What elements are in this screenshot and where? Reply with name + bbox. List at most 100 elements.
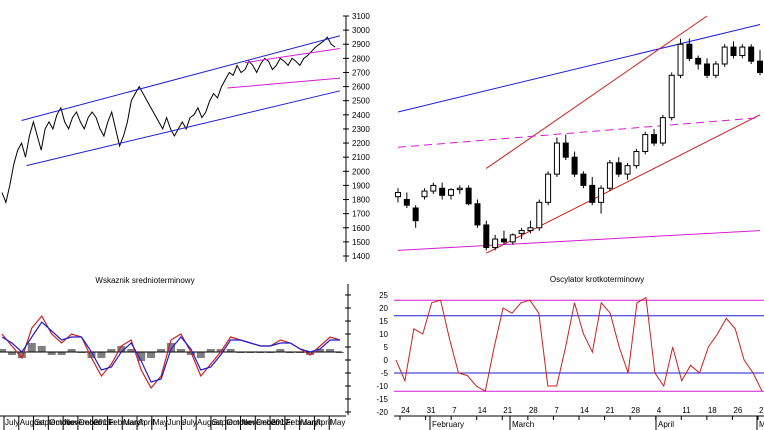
candle-body: [518, 230, 525, 234]
price-axis-label: 1900: [352, 181, 370, 190]
indicator-histogram-bar: [57, 352, 66, 355]
candle-body: [465, 187, 472, 205]
right-month-label: February: [432, 420, 464, 429]
right-x-tick-label: 7: [554, 406, 559, 415]
price-axis-label: 2200: [352, 139, 370, 148]
indicator-histogram-bar: [137, 352, 146, 361]
candle-body: [527, 227, 534, 232]
long-term-trendline: [244, 47, 341, 64]
candle-body: [704, 63, 711, 76]
left-x-tick-label: November: [64, 418, 101, 427]
candle-body: [403, 199, 410, 206]
right-x-tick-label: 14: [580, 406, 589, 415]
short-term-price-panel: [395, 15, 763, 254]
indicator-histogram-bar: [127, 349, 136, 352]
candle-body: [624, 165, 631, 175]
oscillator-axis-label: -15: [376, 395, 388, 404]
oscillator-axis-label: -10: [376, 382, 388, 391]
indicator-histogram-bar: [67, 349, 76, 352]
candle-body: [730, 46, 737, 57]
indicator-histogram-bar: [316, 349, 325, 352]
left-x-tick-label: June: [168, 418, 186, 427]
indicator-histogram-bar: [226, 349, 235, 352]
left-x-tick-label: 2016: [94, 418, 112, 427]
long-term-trendline: [26, 90, 341, 167]
candle-body: [757, 60, 763, 73]
right-x-tick-label: 4: [657, 406, 662, 415]
indicator-histogram-bar: [157, 349, 166, 352]
right-x-tick-label: 28: [529, 406, 538, 415]
indicator-histogram-bar: [27, 343, 36, 352]
indicator-line: [1, 321, 340, 383]
left-x-tick-label: August: [197, 418, 223, 427]
right-month-label: March: [512, 420, 534, 429]
short-term-x-axis: 24 31 7 14 21 28 7 14 21 28 4 11 18 26 2 February March A…: [394, 406, 764, 430]
right-x-tick-label: 21: [606, 406, 615, 415]
left-x-tick-label: October: [49, 418, 78, 427]
price-axis-label: 2900: [352, 40, 370, 49]
short-term-trendline: [397, 117, 761, 148]
right-x-tick-label: 24: [401, 406, 410, 415]
left-x-tick-label: March: [301, 418, 323, 427]
price-axis-label: 1400: [352, 252, 370, 261]
candle-body: [456, 187, 463, 191]
candle-body: [571, 156, 578, 175]
medium-term-indicator-panel: [0, 314, 344, 390]
candle-body: [739, 46, 746, 57]
left-x-tick-label: February: [108, 418, 140, 427]
candle-body: [545, 173, 552, 203]
long-term-trendline: [227, 77, 341, 89]
left-x-tick-label: July: [5, 418, 19, 427]
price-axis: 3100 3000 2900 2800 2700 2600 2500 2400 2300 2200…: [343, 12, 370, 262]
left-x-tick-label: May: [153, 418, 168, 427]
indicator-histogram-bar: [37, 346, 46, 352]
right-month-label: M: [759, 420, 764, 429]
oscillator-axis-label: 20: [379, 304, 388, 313]
indicator-histogram-bar: [47, 352, 56, 355]
candle-body: [748, 46, 755, 62]
short-term-trendline: [486, 15, 708, 169]
right-x-tick-label: 28: [631, 406, 640, 415]
candle-body: [615, 162, 622, 175]
candle-body: [562, 142, 569, 158]
left-x-tick-label: March: [123, 418, 145, 427]
short-term-trendline: [397, 230, 761, 251]
indicator-histogram-bar: [87, 352, 96, 358]
left-x-tick-label: April: [315, 418, 331, 427]
oscillator-axis-label: -5: [381, 369, 389, 378]
indicator-line: [1, 314, 341, 390]
long-term-price-panel: [1, 35, 341, 205]
indicator-histogram-bar: [326, 349, 335, 352]
candle-body: [668, 74, 675, 119]
price-axis-label: 2300: [352, 125, 370, 134]
oscillator-axis-label: -20: [376, 408, 388, 417]
indicator-histogram-bar: [117, 346, 126, 352]
right-x-tick-label: 18: [708, 406, 717, 415]
candle-body: [712, 63, 719, 76]
left-x-tick-label: May: [330, 418, 345, 427]
indicator-histogram-bar: [276, 349, 285, 352]
right-month-label: April: [658, 420, 674, 429]
long-term-x-axis: JulyAugustSeptemberOctoberNovemberDecemb…: [0, 415, 346, 430]
oscillator-axis-label: 5: [384, 343, 389, 352]
right-x-tick-label: 11: [682, 406, 691, 415]
right-x-tick-label: 21: [503, 406, 512, 415]
left-x-tick-label: August: [20, 418, 46, 427]
candle-body: [430, 184, 437, 192]
left-x-tick-label: July: [182, 418, 196, 427]
right-x-tick-label: 2: [759, 406, 764, 415]
candle-body: [642, 134, 649, 153]
long-term-price-line: [1, 36, 336, 205]
candle-body: [439, 187, 446, 196]
right-x-tick-label: 14: [478, 406, 487, 415]
price-axis-label: 2400: [352, 111, 370, 120]
price-axis-label: 1800: [352, 196, 370, 205]
candle-body: [509, 234, 516, 243]
oscillator-axis-label: 25: [379, 291, 388, 300]
indicator-histogram-bar: [206, 349, 215, 352]
indicator-histogram-bar: [7, 352, 16, 355]
left-x-tick-label: 2017: [271, 418, 289, 427]
indicator-histogram-bar: [17, 352, 26, 358]
indicator-histogram-bar: [196, 352, 205, 358]
